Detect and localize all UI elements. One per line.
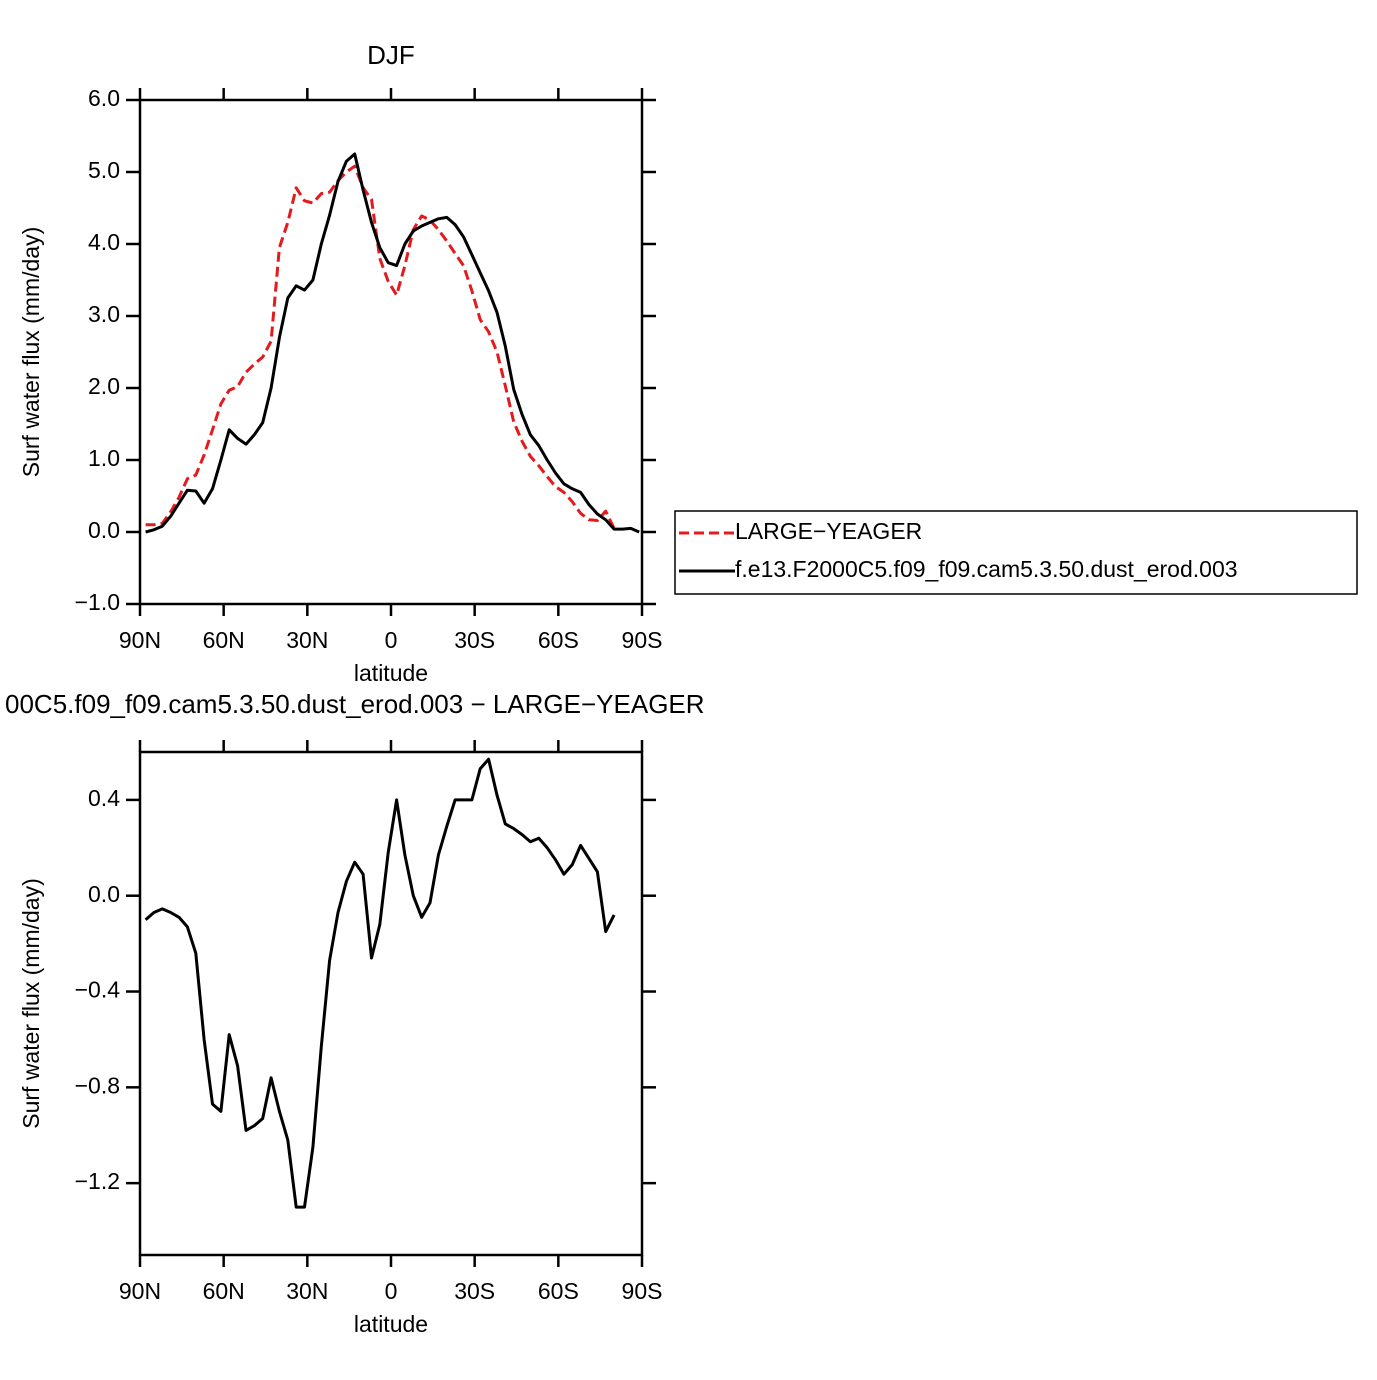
- legend-label: LARGE−YEAGER: [735, 518, 922, 544]
- x-tick-label: 60N: [203, 1278, 245, 1304]
- chart-title: DJF: [367, 40, 415, 70]
- x-tick-label: 90S: [622, 1278, 663, 1304]
- x-axis-label: latitude: [354, 660, 428, 686]
- y-tick-label: 4.0: [88, 229, 120, 255]
- y-tick-label: 0.0: [88, 881, 120, 907]
- y-tick-label: 6.0: [88, 85, 120, 111]
- y-tick-label: 1.0: [88, 445, 120, 471]
- y-tick-label: −0.4: [75, 977, 121, 1003]
- y-tick-label: 0.0: [88, 517, 120, 543]
- plot-frame: [138, 98, 644, 606]
- y-tick-label: −0.8: [75, 1072, 120, 1098]
- plot-frame: [138, 750, 644, 1257]
- y-tick-label: 5.0: [88, 157, 120, 183]
- y-axis-label: Surf water flux (mm/day): [18, 878, 44, 1129]
- x-tick-label: 0: [385, 1278, 398, 1304]
- legend-box: [674, 510, 1358, 595]
- legend-label: f.e13.F2000C5.f09_f09.cam5.3.50.dust_ero…: [735, 556, 1238, 582]
- plot: 90N 60N 30N 0 30S 60S 90S −1.2 −0.8 −0.4 0.0 0.4 00C…: [5, 689, 705, 1337]
- y-tick-label: −1.0: [75, 589, 120, 615]
- x-tick-label: 90N: [119, 627, 161, 653]
- chart-title: 00C5.f09_f09.cam5.3.50.dust_erod.003 − L…: [5, 689, 705, 719]
- x-tick-label: 90S: [622, 627, 663, 653]
- data-line: [144, 757, 616, 1209]
- x-tick-label: 90N: [119, 1278, 161, 1304]
- x-tick-label: 30S: [454, 1278, 495, 1304]
- x-tick-label: 0: [385, 627, 398, 653]
- y-tick-label: 2.0: [88, 373, 120, 399]
- y-axis-label: Surf water flux (mm/day): [18, 227, 44, 478]
- y-tick-label: 3.0: [88, 301, 120, 327]
- x-axis-label: latitude: [354, 1311, 428, 1337]
- x-tick-label: 60S: [538, 627, 579, 653]
- y-tick-label: 0.4: [88, 785, 120, 811]
- x-tick-label: 60N: [203, 627, 245, 653]
- x-tick-label: 60S: [538, 1278, 579, 1304]
- data-line: [145, 164, 616, 530]
- plot: 90N 60N 30N 0 30S 60S 90S −1.0 0.0 1.0 2.0 3.0 4.0 5.…: [18, 40, 1358, 686]
- data-line: [145, 152, 640, 534]
- x-tick-label: 30S: [454, 627, 495, 653]
- x-tick-label: 30N: [286, 627, 328, 653]
- y-tick-label: −1.2: [75, 1168, 120, 1194]
- x-tick-label: 30N: [286, 1278, 328, 1304]
